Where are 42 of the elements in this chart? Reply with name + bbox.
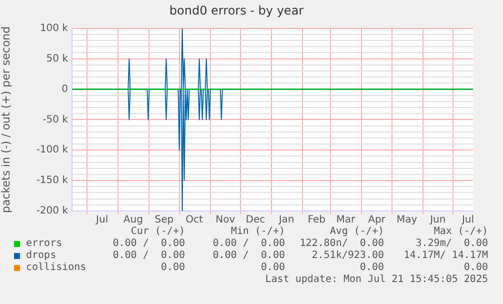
legend-label: drops [26,250,56,262]
x-tick-label: Sep [154,214,174,226]
legend-label: errors [26,238,62,250]
y-tick-label: -150 k [36,175,68,186]
x-tick-label: Aug [123,214,143,226]
text: 0.00 / 0.00 [112,238,185,250]
text: Cur (-/+) [130,226,185,238]
x-tick-label: Nov [216,214,236,226]
x-tick-label: May [396,214,418,226]
text: 0.00 / 0.00 [112,250,185,262]
y-tick-label: 0 [62,84,68,95]
text: Avg (-/+) [330,226,384,238]
text: 14.17M/ 14.17M [404,250,488,262]
text: 0.00 [464,262,488,274]
x-tick-label: Jan [278,214,294,226]
text: 0.00 / 0.00 [212,250,285,262]
x-tick-label: Jun [429,214,446,226]
x-tick-label: Dec [246,214,266,226]
x-tick-label: Apr [368,214,386,226]
text: Last update: Mon Jul 21 15:45:05 2025 [265,274,488,286]
text: Max (-/+) [434,226,488,238]
y-axis-title: packets in (-) / out (+) per second [0,26,12,214]
chart-title: bond0 errors - by year [169,3,304,18]
x-tick-label: Oct [186,214,204,226]
y-tick-label: 100 k [40,22,68,34]
text: 0.00 [160,262,185,274]
text: 122.80n/ 0.00 [300,238,384,250]
text: 0.00 / 0.00 [212,238,285,250]
y-tick-label: -100 k [36,144,68,156]
x-tick-label: Jul [95,214,108,226]
legend-label: collisions [26,262,86,274]
x-tick-label: Feb [308,214,326,226]
text: Min (-/+) [230,226,285,238]
y-tick-label: 50 k [46,53,68,64]
text: 0.00 [360,262,384,274]
text: 2.51k/923.00 [312,250,384,262]
x-tick-label: Mar [336,214,356,226]
text: 0.00 [260,262,285,274]
x-tick-label: Jul [460,214,474,226]
y-tick-label: -50 k [42,114,68,126]
text: 3.29m/ 0.00 [416,238,488,250]
y-tick-label: -200 k [36,206,68,217]
